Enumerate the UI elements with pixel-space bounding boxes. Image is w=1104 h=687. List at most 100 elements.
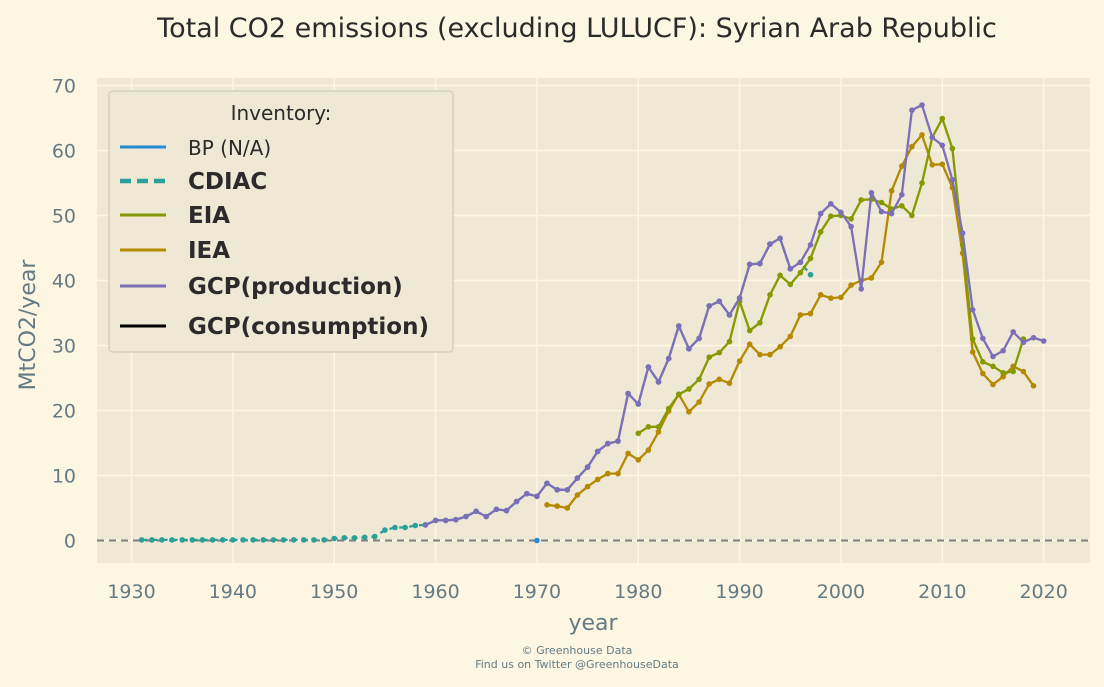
- legend: Inventory: BP (N/A) CDIAC EIA IEA GCP(produc…: [108, 90, 454, 353]
- data-point-gcp-production: [473, 508, 479, 515]
- data-point-gcp-production: [1030, 334, 1037, 341]
- data-point-cdiac: [392, 524, 398, 531]
- data-point-gcp-production: [1020, 339, 1027, 346]
- data-point-eia: [1010, 368, 1016, 375]
- data-point-gcp-production: [564, 487, 571, 493]
- data-point-eia: [899, 203, 905, 209]
- data-point-cdiac: [199, 537, 206, 543]
- data-point-gcp-production: [939, 142, 946, 149]
- x-tick-label: 2020: [1019, 581, 1067, 603]
- data-point-gcp-production: [980, 335, 986, 342]
- data-point-iea: [584, 483, 591, 490]
- data-point-iea: [909, 143, 915, 150]
- data-point-iea: [1020, 368, 1027, 375]
- data-point-gcp-production: [736, 295, 743, 301]
- data-point-gcp-production: [878, 208, 885, 215]
- data-point-gcp-production: [919, 102, 925, 108]
- data-point-gcp-production: [757, 260, 763, 267]
- data-point-gcp-production: [949, 177, 956, 183]
- y-tick-label: 10: [52, 466, 76, 488]
- data-point-eia: [777, 272, 783, 279]
- data-point-cdiac: [311, 537, 317, 543]
- data-point-gcp-production: [706, 303, 712, 309]
- data-point-gcp-production: [797, 259, 804, 266]
- data-point-bp-n-a: [534, 537, 540, 544]
- y-tick-label: 70: [52, 76, 76, 98]
- series-bp-n-a: [534, 537, 540, 544]
- data-point-cdiac: [260, 537, 267, 543]
- data-point-iea: [757, 351, 763, 358]
- x-tick-label: 2000: [817, 581, 865, 603]
- legend-box: [108, 90, 454, 353]
- data-point-eia: [1000, 370, 1006, 376]
- data-point-cdiac: [189, 537, 196, 543]
- data-point-gcp-production: [848, 223, 854, 230]
- data-point-iea: [564, 505, 571, 511]
- x-tick-label: 1990: [715, 581, 763, 603]
- x-tick-label: 1930: [107, 581, 155, 603]
- data-point-gcp-production: [696, 335, 702, 342]
- y-tick-label: 60: [52, 141, 76, 163]
- data-point-eia: [746, 327, 753, 334]
- data-point-iea: [594, 476, 601, 483]
- data-point-eia: [716, 349, 723, 356]
- data-point-iea: [655, 429, 662, 435]
- data-point-eia: [686, 386, 692, 392]
- data-point-cdiac: [209, 537, 216, 543]
- data-point-gcp-production: [746, 261, 753, 268]
- data-point-cdiac: [321, 537, 327, 543]
- data-point-iea: [807, 310, 814, 317]
- data-point-iea: [726, 380, 733, 387]
- data-point-gcp-production: [929, 134, 935, 141]
- data-point-iea: [736, 358, 743, 364]
- data-point-gcp-production: [676, 323, 682, 329]
- data-point-cdiac: [219, 537, 226, 543]
- data-point-eia: [858, 197, 864, 203]
- data-point-cdiac: [159, 537, 165, 543]
- series-gcp-production: [422, 102, 1047, 528]
- data-point-iea: [1000, 373, 1006, 380]
- legend-label-gcp-production: GCP(production): [188, 274, 403, 300]
- data-point-eia: [635, 430, 642, 437]
- data-point-iea: [868, 275, 875, 281]
- data-point-gcp-production: [899, 191, 905, 198]
- data-point-gcp-production: [1000, 347, 1006, 354]
- data-point-gcp-production: [655, 379, 662, 385]
- data-point-iea: [645, 447, 652, 453]
- data-point-iea: [878, 259, 885, 266]
- data-point-iea: [625, 450, 631, 457]
- x-axis-label: year: [568, 611, 618, 636]
- data-point-iea: [716, 376, 723, 383]
- data-point-gcp-production: [990, 353, 996, 360]
- data-point-gcp-production: [615, 438, 621, 444]
- legend-label-bp-n-a: BP (N/A): [188, 136, 271, 160]
- data-point-eia: [655, 424, 662, 430]
- tick-labels: 1930 1940 1950 1960 1970 1980 1990 2000 2010 2020…: [52, 76, 1068, 604]
- data-point-cdiac: [280, 537, 287, 543]
- data-point-gcp-production: [767, 241, 773, 247]
- data-point-eia: [767, 292, 773, 298]
- data-point-gcp-production: [838, 209, 844, 216]
- data-point-iea: [939, 161, 946, 167]
- series-group: [138, 102, 1047, 544]
- legend-label-eia: EIA: [188, 203, 230, 229]
- data-point-gcp-production: [645, 364, 652, 370]
- legend-label-iea: IEA: [188, 238, 230, 264]
- data-point-eia: [787, 281, 794, 288]
- data-point-gcp-production: [625, 390, 631, 397]
- x-tick-label: 2010: [918, 581, 966, 603]
- data-point-gcp-production: [584, 464, 591, 470]
- data-point-gcp-production: [868, 190, 875, 196]
- chart-title: Total CO2 emissions (excluding LULUCF): …: [156, 13, 997, 44]
- data-point-eia: [828, 213, 834, 219]
- data-point-gcp-production: [716, 298, 723, 305]
- data-point-iea: [554, 503, 560, 509]
- data-point-iea: [696, 399, 702, 405]
- y-axis-label: MtCO2/year: [16, 259, 41, 391]
- data-point-cdiac: [371, 533, 378, 540]
- data-point-gcp-production: [534, 493, 540, 500]
- data-point-gcp-production: [503, 507, 510, 514]
- data-point-iea: [544, 502, 550, 508]
- data-point-iea: [615, 470, 621, 477]
